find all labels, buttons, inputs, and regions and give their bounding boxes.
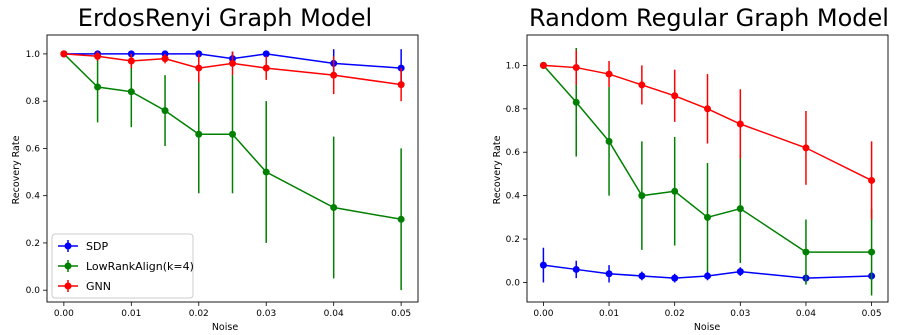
legend-frame [51,233,194,299]
x-tick-label: 0.03 [730,309,750,319]
y-tick-label: 0.0 [506,278,521,288]
data-point [868,248,876,256]
y-tick-label: 0.4 [26,192,41,202]
x-tick-label: 0.05 [391,309,411,319]
data-point [161,55,169,63]
x-tick-label: 0.02 [665,309,685,319]
chart-random-regular: Random Regular Graph Model Noise Recover… [492,4,889,333]
data-point [127,88,135,96]
axes-frame [526,34,889,303]
axes-frame [46,34,419,303]
data-point [397,215,405,223]
y-tick-label: 0.4 [506,192,521,202]
y-axis-label: Recovery Rate [11,135,22,204]
data-point [572,265,580,273]
y-tick-label: 0.0 [26,286,41,296]
y-tick-label: 0.8 [26,97,41,107]
series-gnn [539,50,876,220]
data-point [671,274,679,282]
x-tick-label: 0.04 [796,309,816,319]
x-tick-label: 0.00 [54,309,74,319]
legend-marker-gnn [64,282,72,290]
data-point [94,52,102,60]
data-point [539,261,547,269]
data-point [638,272,646,280]
data-point [229,59,236,67]
data-point [195,130,203,138]
data-point [330,203,338,211]
data-point [868,176,876,184]
x-tick-label: 0.00 [533,309,553,319]
legend-marker-sdp [64,242,72,250]
data-point [704,213,711,221]
legend-entry-gnn: GNN [58,280,111,293]
x-tick-label: 0.03 [256,309,276,319]
x-axis-label: Noise [694,322,721,333]
data-point [704,272,711,280]
data-point [605,137,613,145]
data-point [572,98,580,106]
x-tick-label: 0.02 [189,309,209,319]
chart-title: Random Regular Graph Model [529,4,889,32]
y-tick-label: 0.6 [506,148,521,158]
data-point [802,248,810,256]
data-point [605,270,613,278]
data-point [572,64,580,72]
data-point [704,105,711,113]
data-point [605,70,613,78]
y-axis-label: Recovery Rate [492,135,503,204]
data-point [638,192,646,200]
x-tick-label: 0.01 [121,309,141,319]
x-tick-label: 0.04 [324,309,344,319]
legend: SDP LowRankAlign(k=4) GNN [51,233,194,299]
chart-title: ErdosRenyi Graph Model [78,4,372,32]
plot-area: 0.00 0.01 0.02 0.03 0.04 0.05 0.0 0.2 0.4 0.6 0.8 1… [506,34,889,319]
y-tick-label: 1.0 [26,50,41,60]
data-point [539,61,547,69]
data-point [736,205,744,213]
data-point [60,50,68,58]
data-point [94,83,102,91]
x-tick-label: 0.01 [599,309,619,319]
legend-label-lowrankalign: LowRankAlign(k=4) [86,260,194,273]
data-point [671,187,679,195]
y-tick-label: 0.6 [26,144,41,154]
data-point [195,64,203,72]
data-point [802,144,810,152]
data-point [161,107,169,115]
legend-marker-lowrankalign [64,262,72,270]
data-point [736,120,744,128]
data-point [229,130,236,138]
data-point [262,168,270,176]
y-tick-label: 1.0 [506,61,521,71]
data-point [397,81,405,89]
legend-entry-sdp: SDP [58,240,108,253]
data-point [262,64,270,72]
data-point [736,268,744,276]
data-point [127,57,135,65]
y-tick-label: 0.8 [506,105,521,115]
x-axis-label: Noise [212,322,239,333]
plot-area: 0.00 0.01 0.02 0.03 0.04 0.05 0.0 0.2 0.4 0.6 0.8 1… [26,34,419,319]
legend-label-gnn: GNN [86,280,111,293]
legend-label-sdp: SDP [86,240,108,253]
data-point [262,50,270,58]
y-tick-label: 0.2 [26,239,40,249]
data-point [638,81,646,89]
x-tick-label: 0.05 [862,309,882,319]
series-gnn [60,50,405,102]
chart-erdos-renyi: ErdosRenyi Graph Model Noise Recovery Ra… [11,4,419,333]
y-tick-label: 0.2 [506,235,520,245]
data-point [671,92,679,100]
data-point [330,71,338,79]
legend-entry-lowrankalign: LowRankAlign(k=4) [58,260,194,273]
